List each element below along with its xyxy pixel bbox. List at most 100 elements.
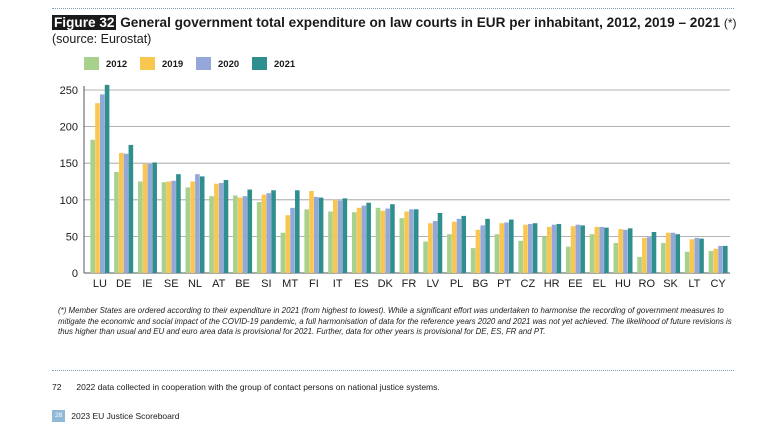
bar-IT-2020 (337, 200, 343, 273)
bar-BE-2020 (242, 196, 248, 273)
x-tick-label: RO (639, 278, 656, 290)
bar-CY-2020 (718, 245, 723, 273)
x-tick-label: AT (212, 278, 226, 290)
x-tick-label: LU (93, 278, 107, 290)
bar-FI-2020 (313, 196, 319, 273)
page-footnote: 72 2022 data collected in cooperation wi… (52, 382, 440, 392)
bar-LT-2020 (694, 237, 700, 273)
legend-label: 2019 (162, 59, 183, 70)
bar-SE-2012 (161, 182, 167, 273)
bar-CZ-2021 (532, 223, 538, 273)
bar-PL-2021 (461, 215, 467, 273)
bar-PL-2012 (447, 234, 452, 273)
x-tick-label: EL (592, 278, 605, 290)
y-tick-label: 250 (60, 85, 78, 97)
top-divider (52, 8, 734, 9)
bar-SK-2020 (670, 232, 676, 273)
figure-title: Figure 32 General government total expen… (52, 14, 742, 32)
y-tick-label: 200 (60, 122, 78, 134)
bar-BG-2021 (485, 218, 490, 273)
bar-MT-2012 (280, 232, 286, 273)
bar-LU-2020 (99, 94, 105, 273)
bar-PT-2019 (499, 223, 505, 273)
x-tick-label: NL (188, 278, 202, 290)
x-tick-label: MT (282, 278, 298, 290)
bar-HU-2019 (618, 229, 623, 273)
publication-name: 2023 EU Justice Scoreboard (71, 411, 180, 421)
x-tick-label: CY (710, 278, 726, 290)
bar-IE-2012 (137, 181, 143, 273)
bar-EE-2021 (580, 225, 585, 273)
x-tick-label: EE (568, 278, 583, 290)
figure-label: Figure 32 (52, 15, 117, 30)
bar-SE-2019 (166, 181, 172, 273)
bar-PT-2021 (509, 219, 514, 273)
bar-AT-2020 (218, 182, 224, 273)
bar-SK-2021 (675, 234, 681, 273)
bar-NL-2020 (195, 174, 200, 273)
x-tick-label: SK (663, 278, 678, 290)
legend-label: 2012 (106, 59, 127, 70)
bar-FR-2019 (404, 211, 409, 273)
page-footnote-text: 2022 data collected in cooperation with … (76, 382, 440, 392)
bar-SE-2020 (171, 180, 176, 273)
bar-NL-2019 (190, 181, 195, 273)
bar-AT-2019 (214, 183, 219, 273)
bar-CZ-2019 (523, 224, 528, 273)
y-tick-label: 150 (60, 158, 78, 170)
bar-HU-2021 (627, 228, 633, 273)
legend-swatch-2019 (140, 57, 155, 70)
bar-MT-2019 (285, 215, 291, 273)
bar-MT-2020 (290, 207, 295, 273)
bar-DK-2020 (385, 208, 390, 273)
x-tick-label: FI (309, 278, 319, 290)
figure-source: (source: Eurostat) (52, 32, 152, 46)
bar-LU-2012 (90, 139, 95, 273)
bar-EL-2019 (594, 226, 600, 273)
x-tick-label: HU (615, 278, 631, 290)
bar-IE-2020 (147, 163, 153, 273)
bar-EE-2019 (570, 226, 576, 273)
x-tick-label: IE (142, 278, 152, 290)
bar-DK-2019 (380, 210, 386, 273)
bar-BG-2012 (470, 248, 476, 273)
bar-SK-2019 (665, 232, 671, 273)
bar-NL-2012 (185, 187, 191, 273)
legend-label: 2021 (274, 59, 296, 70)
page-footnote-number: 72 (52, 382, 62, 392)
bar-LT-2012 (684, 251, 690, 273)
bar-BE-2012 (233, 195, 238, 273)
bar-IE-2021 (152, 162, 157, 273)
bar-EL-2021 (604, 227, 609, 273)
page-number: 28 (52, 410, 66, 422)
bar-DK-2021 (390, 204, 395, 273)
x-tick-label: PL (450, 278, 463, 290)
bar-EE-2020 (575, 224, 581, 273)
bar-FI-2012 (304, 209, 309, 273)
bar-EL-2012 (589, 234, 595, 273)
bar-AT-2012 (209, 196, 214, 273)
bar-IE-2019 (142, 163, 148, 273)
bar-CZ-2012 (518, 240, 523, 273)
bar-EL-2020 (599, 226, 604, 273)
x-tick-label: FR (402, 278, 417, 290)
bar-LV-2020 (432, 221, 438, 273)
x-tick-label: CZ (521, 278, 536, 290)
legend-swatch-2020 (196, 57, 211, 70)
bar-SI-2020 (266, 193, 272, 273)
bar-MT-2021 (295, 190, 300, 273)
bar-CY-2019 (713, 248, 719, 273)
title-text: General government total expenditure on … (120, 15, 721, 30)
bar-RO-2021 (651, 232, 657, 273)
x-tick-label: BG (472, 278, 488, 290)
bar-LV-2021 (437, 212, 443, 273)
bar-FI-2021 (318, 197, 324, 273)
bar-LT-2019 (689, 239, 695, 273)
bar-DE-2020 (123, 153, 129, 273)
bar-RO-2020 (646, 237, 652, 273)
bar-HR-2021 (556, 223, 562, 273)
bar-BE-2019 (237, 197, 243, 273)
bar-ES-2019 (356, 207, 362, 273)
bar-PT-2012 (494, 234, 500, 273)
page-footer: 28 2023 EU Justice Scoreboard (52, 410, 179, 422)
